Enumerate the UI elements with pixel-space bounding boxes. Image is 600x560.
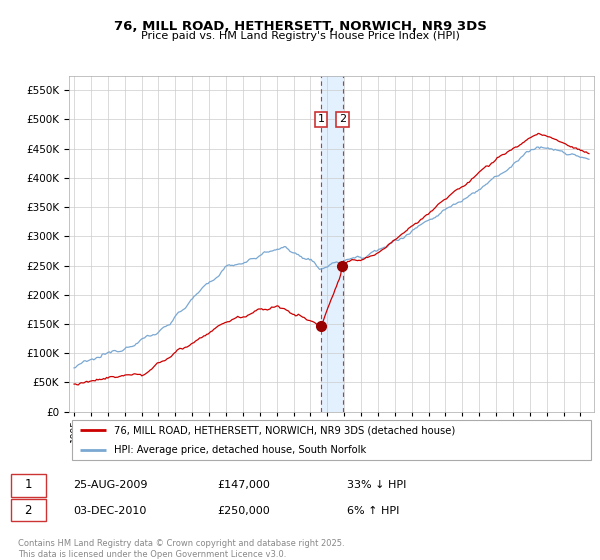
Text: 76, MILL ROAD, HETHERSETT, NORWICH, NR9 3DS (detached house): 76, MILL ROAD, HETHERSETT, NORWICH, NR9 …	[113, 425, 455, 435]
Text: 2: 2	[25, 504, 32, 517]
FancyBboxPatch shape	[11, 474, 46, 497]
Text: HPI: Average price, detached house, South Norfolk: HPI: Average price, detached house, Sout…	[113, 445, 366, 455]
Text: 33% ↓ HPI: 33% ↓ HPI	[347, 480, 406, 490]
Text: £147,000: £147,000	[218, 480, 271, 490]
FancyBboxPatch shape	[71, 420, 591, 460]
Text: 2: 2	[339, 114, 346, 124]
Text: Contains HM Land Registry data © Crown copyright and database right 2025.
This d: Contains HM Land Registry data © Crown c…	[18, 539, 344, 559]
Text: 25-AUG-2009: 25-AUG-2009	[74, 480, 148, 490]
Bar	[321, 76, 343, 412]
Text: 1: 1	[317, 114, 325, 124]
Text: 1: 1	[25, 478, 32, 491]
Text: Price paid vs. HM Land Registry's House Price Index (HPI): Price paid vs. HM Land Registry's House …	[140, 31, 460, 41]
Text: 6% ↑ HPI: 6% ↑ HPI	[347, 506, 400, 516]
Text: 03-DEC-2010: 03-DEC-2010	[74, 506, 147, 516]
Text: £250,000: £250,000	[218, 506, 271, 516]
FancyBboxPatch shape	[11, 499, 46, 521]
Text: 76, MILL ROAD, HETHERSETT, NORWICH, NR9 3DS: 76, MILL ROAD, HETHERSETT, NORWICH, NR9 …	[113, 20, 487, 32]
